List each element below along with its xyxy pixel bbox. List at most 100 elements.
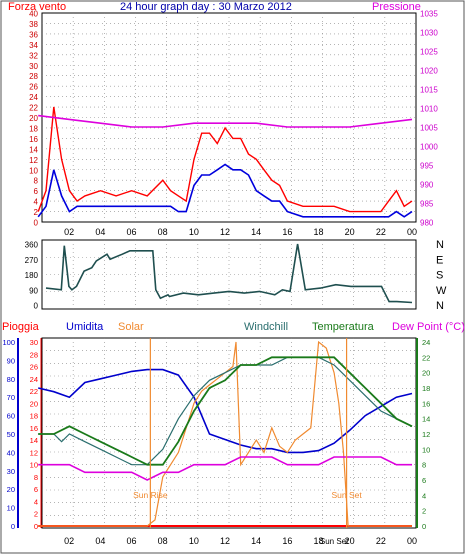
humidity-tick-label: 100: [2, 338, 15, 347]
wind-x-tick-label: 14: [251, 227, 261, 237]
wind-x-tick-label: 18: [313, 227, 323, 237]
solar-line: [38, 340, 412, 527]
wind-force-line: [37, 106, 413, 213]
wind-tick-label: 22: [29, 104, 38, 113]
wind-tick-label: 38: [29, 20, 38, 29]
legend-entry: Windchill: [244, 321, 288, 333]
wind-tick-label: 24: [29, 93, 38, 102]
humidity-tick-label: 90: [7, 356, 15, 365]
legend-entry: Solar: [118, 321, 144, 333]
wind-tick-label: 32: [29, 51, 38, 60]
temperature-tick-label: 14: [422, 415, 430, 424]
temperature-tick-label: 4: [422, 491, 426, 500]
humidity-tick-label: 80: [7, 375, 15, 384]
pressure-tick-label: 1025: [420, 48, 438, 57]
pressure-tick-label: 1030: [420, 29, 438, 38]
temperature-tick-label: 8: [422, 461, 426, 470]
dewpoint-line: [38, 456, 412, 481]
rain-tick-label: 16: [30, 424, 38, 433]
temperature-tick-label: 18: [422, 384, 430, 393]
wind-force-label: Forza vento: [8, 1, 66, 13]
wind-x-tick-label: 06: [126, 227, 136, 237]
wind-tick-label: 10: [29, 166, 38, 175]
wind-tick-label: 6: [34, 187, 39, 196]
sun-marker-label: Sun Set: [331, 490, 362, 500]
climate-x-tick-label: 18: [313, 536, 323, 546]
pressure-tick-label: 990: [420, 181, 434, 190]
temperature-tick-label: 24: [422, 338, 430, 347]
pressure-right-axis: 980 985 990 995 1000 1005 1010 1015 1020 1025 1030…: [420, 10, 438, 228]
pressure-line: [38, 114, 413, 128]
wind-x-tick-label: 02: [64, 227, 74, 237]
wind-tick-label: 20: [29, 114, 38, 123]
climate-x-tick-label: 00: [407, 536, 417, 546]
compass-label: S: [436, 270, 443, 282]
humidity-line: [38, 368, 413, 454]
pressure-tick-label: 1010: [420, 105, 438, 114]
legend-entry: Pioggia: [2, 321, 40, 333]
wind-tick-label: 28: [29, 72, 38, 81]
wind-tick-label: 16: [29, 135, 38, 144]
wind-tick-label: 8: [34, 177, 39, 186]
climate-x-tick-label: 02: [64, 536, 74, 546]
wind-tick-label: 18: [29, 124, 38, 133]
humidity-tick-label: 0: [11, 522, 15, 531]
pressure-tick-label: 1005: [420, 124, 438, 133]
humidity-tick-label: 70: [7, 393, 15, 402]
direction-tick-label: 0: [34, 302, 39, 311]
humidity-tick-label: 40: [7, 448, 15, 457]
pressure-tick-label: 1035: [420, 10, 438, 19]
pressure-tick-label: 1015: [420, 86, 438, 95]
rain-tick-label: 28: [30, 350, 38, 359]
climate-x-tick-label: 12: [220, 536, 230, 546]
wind-direction-line: [45, 243, 413, 304]
humidity-tick-label: 10: [7, 504, 15, 513]
temperature-tick-label: 10: [422, 445, 430, 454]
compass-label: N: [436, 239, 444, 251]
compass-label: E: [436, 254, 443, 266]
climate-x-tick-label: 10: [189, 536, 199, 546]
wind-x-tick-label: 16: [282, 227, 292, 237]
rain-tick-label: 6: [34, 485, 38, 494]
wind-tick-label: 26: [29, 83, 38, 92]
temperature-tick-label: 22: [422, 353, 430, 362]
climate-legend: Pioggia Umidita Solar Windchill Temperatura D…: [2, 321, 465, 333]
wind-tick-label: 12: [29, 156, 38, 165]
sun-marker-label: Sun Rise: [133, 490, 168, 500]
climate-x-tick-label: 16: [282, 536, 292, 546]
wind-x-tick-label: 04: [95, 227, 105, 237]
climate-x-tick-label: 20: [345, 536, 355, 546]
climate-x-tick-label: 04: [95, 536, 105, 546]
wind-tick-label: 40: [29, 10, 38, 19]
rain-tick-label: 2: [34, 510, 38, 519]
wind-x-axis: 02 04 06 08 10 12 14 16 18 20 22 00: [64, 227, 417, 237]
humidity-tick-label: 20: [7, 485, 15, 494]
rain-tick-label: 10: [30, 461, 38, 470]
page-title: 24 hour graph day : 30 Marzo 2012: [120, 1, 292, 13]
temperature-tick-label: 6: [422, 476, 426, 485]
pressure-tick-label: 980: [420, 219, 434, 228]
sun-annotations: Sun Rise Sun Set Sun Set: [133, 338, 362, 546]
pressure-tick-label: 1020: [420, 67, 438, 76]
humidity-tick-label: 30: [7, 467, 15, 476]
rain-tick-label: 24: [30, 375, 38, 384]
climate-x-tick-label: 14: [251, 536, 261, 546]
direction-left-axis: 0 90 180 270 360: [25, 241, 39, 311]
rain-tick-label: 20: [30, 399, 38, 408]
wind-tick-label: 2: [34, 208, 39, 217]
legend-entry: Dew Point (°C): [392, 321, 465, 333]
wind-tick-label: 0: [34, 219, 39, 228]
wind-x-tick-label: 10: [189, 227, 199, 237]
rain-tick-label: 0: [34, 522, 38, 531]
direction-panel-series: [45, 243, 413, 304]
rain-tick-label: 22: [30, 387, 38, 396]
temperature-tick-label: 0: [422, 522, 426, 531]
climate-panel-series: [38, 340, 413, 527]
climate-y-axes: 0102030405060708090100024681012141618202…: [2, 338, 430, 531]
wind-x-tick-label: 12: [220, 227, 230, 237]
climate-x-tick-label: 06: [126, 536, 136, 546]
